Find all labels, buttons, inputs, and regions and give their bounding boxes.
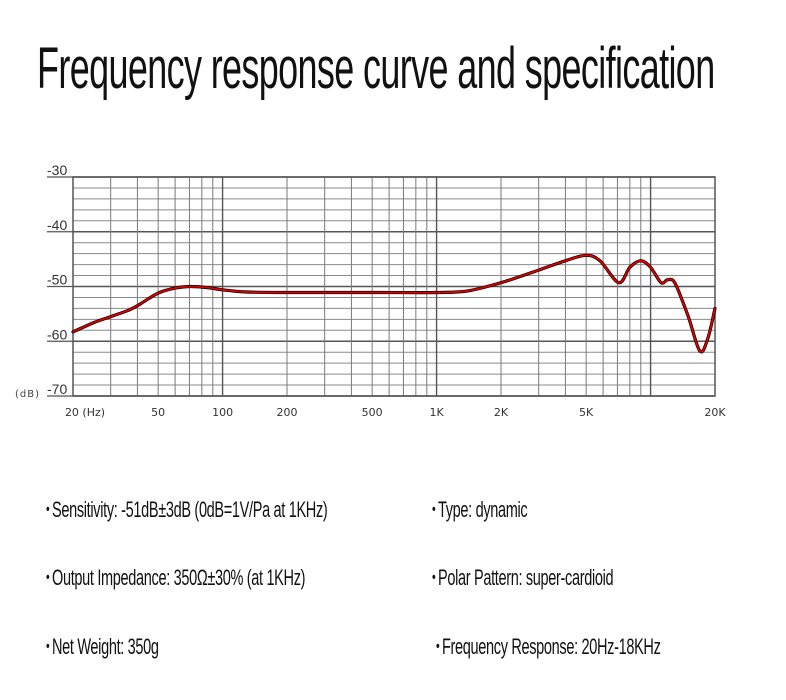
x-tick-label: 2K bbox=[494, 406, 509, 419]
spec-polar-pattern: • Polar Pattern: super-cardioid bbox=[432, 565, 614, 591]
vertical-gridlines bbox=[72, 177, 716, 396]
page-title: Frequency response curve and specificati… bbox=[37, 36, 715, 101]
bullet-icon: • bbox=[46, 501, 50, 518]
x-tick-label: 100 bbox=[212, 406, 233, 419]
x-tick-label: 20K bbox=[704, 406, 726, 419]
x-axis-ticks: 20 (Hz) 50 100 200 500 1K 2K 5K 20K bbox=[65, 406, 726, 419]
spec-frequency-response-text: Frequency Response: 20Hz-18KHz bbox=[442, 634, 661, 659]
y-tick-label: -70 bbox=[47, 381, 67, 397]
response-curve bbox=[72, 254, 716, 353]
bullet-icon: • bbox=[432, 569, 436, 586]
x-tick-label: 200 bbox=[277, 406, 298, 419]
x-tick-label: 1K bbox=[429, 406, 444, 419]
bullet-icon: • bbox=[46, 569, 50, 586]
bullet-icon: • bbox=[46, 638, 50, 655]
spec-sensitivity: • Sensitivity: -51dB±3dB (0dB=1V/Pa at 1K… bbox=[46, 497, 328, 523]
y-axis-ticks: -30 -40 -50 -60 -70 bbox=[47, 162, 73, 397]
spec-sensitivity-text: Sensitivity: -51dB±3dB (0dB=1V/Pa at 1KH… bbox=[52, 497, 328, 522]
bullet-icon: • bbox=[436, 638, 440, 655]
y-tick-label: -50 bbox=[47, 272, 67, 288]
spec-output-impedance-text: Output Impedance: 350Ω±30% (at 1KHz) bbox=[52, 565, 306, 590]
x-tick-label: 20 (Hz) bbox=[65, 406, 105, 419]
y-tick-label: -40 bbox=[47, 217, 67, 233]
bullet-icon: • bbox=[432, 501, 436, 518]
frequency-response-chart: -30 -40 -50 -60 -70 20 (Hz) 50 100 200 500 1K 2K 5K… bbox=[15, 162, 726, 419]
spec-net-weight: • Net Weight: 350g bbox=[46, 634, 159, 660]
spec-net-weight-text: Net Weight: 350g bbox=[52, 634, 159, 659]
response-curve-shadow bbox=[71, 253, 717, 354]
spec-frequency-response: • Frequency Response: 20Hz-18KHz bbox=[436, 634, 661, 660]
y-tick-label: -30 bbox=[47, 162, 67, 178]
y-tick-label: -60 bbox=[47, 326, 67, 342]
spec-polar-pattern-text: Polar Pattern: super-cardioid bbox=[438, 565, 614, 590]
x-tick-label: 500 bbox=[362, 406, 383, 419]
spec-type: • Type: dynamic bbox=[432, 497, 528, 523]
x-tick-label: 50 bbox=[151, 406, 165, 419]
spec-output-impedance: • Output Impedance: 350Ω±30% (at 1KHz) bbox=[46, 565, 305, 591]
x-tick-label: 5K bbox=[579, 406, 594, 419]
y-unit-label: (dB) bbox=[15, 389, 40, 400]
horizontal-gridlines bbox=[73, 176, 715, 397]
spec-type-text: Type: dynamic bbox=[438, 497, 528, 522]
